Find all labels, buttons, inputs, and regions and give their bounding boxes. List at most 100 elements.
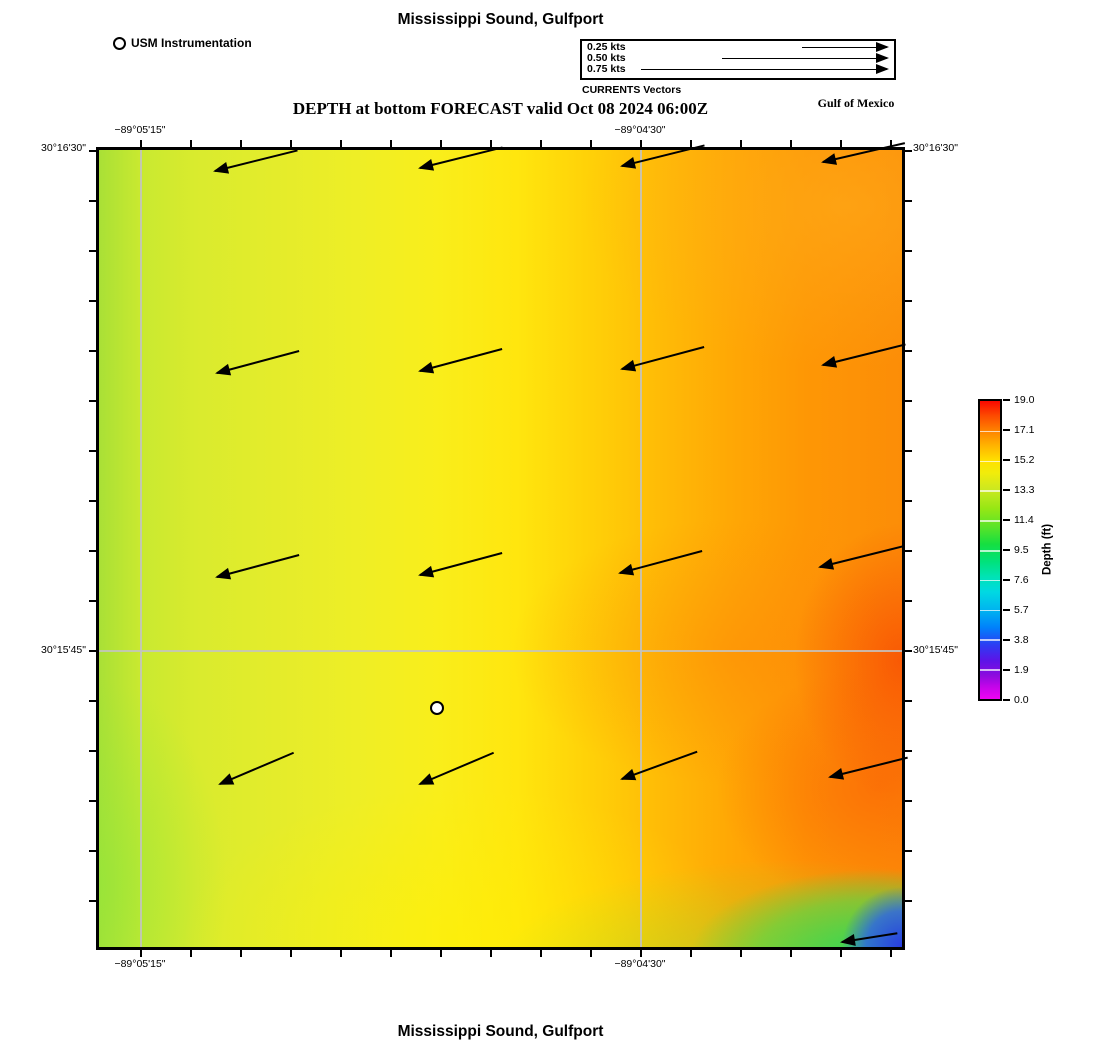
instrument-legend: USM Instrumentation bbox=[113, 36, 252, 50]
colorbar-separator bbox=[980, 579, 1000, 582]
axis-tick-right bbox=[905, 550, 912, 552]
axis-tick-bottom bbox=[190, 950, 192, 957]
colorbar-tick bbox=[1003, 399, 1010, 401]
page-title: Mississippi Sound, Gulfport bbox=[397, 11, 604, 28]
instrument-legend-label: USM Instrumentation bbox=[131, 36, 252, 50]
axis-tick-right bbox=[905, 500, 912, 502]
axis-tick-right bbox=[905, 200, 912, 202]
current-vector-arrow bbox=[618, 144, 705, 173]
currents-legend-speed-label: 0.25 kts bbox=[587, 41, 626, 53]
axis-tick-bottom bbox=[640, 950, 642, 957]
current-vector-arrow bbox=[618, 346, 705, 376]
currents-legend-caption: CURRENTS Vectors bbox=[582, 84, 682, 96]
axis-tick-left bbox=[89, 300, 96, 302]
colorbar-tick-label: 17.1 bbox=[1014, 423, 1035, 436]
y-axis-label-left: 30°16'30" bbox=[41, 142, 86, 154]
colorbar-tick bbox=[1003, 579, 1010, 581]
y-axis-label-left: 30°15'45" bbox=[41, 644, 86, 656]
axis-tick-left bbox=[89, 450, 96, 452]
arrowhead-icon bbox=[415, 773, 435, 791]
colorbar-axis-label: Depth (ft) bbox=[1041, 523, 1054, 576]
arrowhead-icon bbox=[213, 567, 232, 584]
colorbar-tick bbox=[1003, 489, 1010, 491]
axis-tick-top bbox=[590, 140, 592, 147]
axis-tick-bottom bbox=[440, 950, 442, 957]
axis-tick-bottom bbox=[590, 950, 592, 957]
axis-tick-top bbox=[640, 140, 642, 147]
y-axis-label-right: 30°15'45" bbox=[913, 644, 958, 656]
axis-tick-top bbox=[190, 140, 192, 147]
current-vector-arrow bbox=[211, 149, 298, 178]
colorbar-tick-label: 9.5 bbox=[1014, 543, 1029, 556]
colorbar-tick bbox=[1003, 549, 1010, 551]
arrowhead-icon bbox=[826, 768, 845, 784]
axis-tick-left bbox=[89, 200, 96, 202]
y-axis-label-right: 30°16'30" bbox=[913, 142, 958, 154]
axis-tick-left bbox=[89, 150, 96, 152]
axis-tick-top bbox=[690, 140, 692, 147]
axis-tick-top bbox=[840, 140, 842, 147]
axis-tick-right bbox=[905, 600, 912, 602]
currents-legend-speed-label: 0.75 kts bbox=[587, 63, 626, 75]
axis-tick-bottom bbox=[290, 950, 292, 957]
arrowhead-icon bbox=[876, 42, 889, 53]
current-vector-arrow bbox=[416, 146, 503, 175]
axis-tick-top bbox=[440, 140, 442, 147]
colorbar-separator bbox=[980, 460, 1000, 463]
current-vector-arrow bbox=[816, 545, 903, 574]
arrowhead-icon bbox=[213, 363, 232, 380]
colorbar-tick-label: 5.7 bbox=[1014, 603, 1029, 616]
arrowhead-icon bbox=[618, 768, 637, 786]
axis-tick-bottom bbox=[390, 950, 392, 957]
colorbar-tick-label: 1.9 bbox=[1014, 663, 1029, 676]
colorbar-tick bbox=[1003, 429, 1010, 431]
axis-tick-left bbox=[89, 650, 96, 652]
axis-tick-right bbox=[905, 900, 912, 902]
footer-title: Mississippi Sound, Gulfport bbox=[397, 1023, 604, 1040]
axis-tick-right bbox=[905, 250, 912, 252]
axis-tick-top bbox=[340, 140, 342, 147]
arrowhead-icon bbox=[819, 356, 838, 372]
colorbar-separator bbox=[980, 430, 1000, 433]
colorbar-tick-label: 0.0 bbox=[1014, 693, 1029, 706]
arrowhead-icon bbox=[839, 934, 856, 949]
axis-tick-top bbox=[490, 140, 492, 147]
arrowhead-icon bbox=[819, 153, 838, 169]
arrowhead-icon bbox=[416, 159, 435, 175]
colorbar-tick-label: 19.0 bbox=[1014, 393, 1035, 406]
axis-tick-top bbox=[790, 140, 792, 147]
colorbar-tick-label: 7.6 bbox=[1014, 573, 1029, 586]
usm-station-marker bbox=[430, 701, 444, 715]
axis-tick-left bbox=[89, 800, 96, 802]
graticule-line-vertical bbox=[140, 150, 142, 947]
axis-tick-bottom bbox=[740, 950, 742, 957]
axis-tick-right bbox=[905, 650, 912, 652]
axis-tick-top bbox=[290, 140, 292, 147]
axis-tick-left bbox=[89, 250, 96, 252]
currents-legend-arrow bbox=[802, 42, 889, 53]
current-vector-arrow bbox=[618, 750, 698, 786]
colorbar-separator bbox=[980, 550, 1000, 552]
colorbar-tick-label: 15.2 bbox=[1014, 453, 1035, 466]
current-vector-arrow bbox=[826, 756, 908, 784]
axis-tick-left bbox=[89, 900, 96, 902]
arrowhead-icon bbox=[618, 157, 637, 173]
current-vector-arrow bbox=[215, 751, 295, 791]
axis-tick-right bbox=[905, 700, 912, 702]
colorbar-tick bbox=[1003, 519, 1010, 521]
axis-tick-right bbox=[905, 350, 912, 352]
arrowhead-icon bbox=[616, 563, 635, 580]
axis-tick-right bbox=[905, 300, 912, 302]
current-vector-arrow bbox=[819, 343, 906, 372]
current-vector-arrow bbox=[416, 348, 503, 378]
colorbar bbox=[978, 399, 1002, 701]
currents-legend-arrow bbox=[641, 64, 889, 75]
arrowhead-icon bbox=[876, 53, 889, 64]
axis-tick-bottom bbox=[890, 950, 892, 957]
axis-tick-top bbox=[740, 140, 742, 147]
axis-tick-left bbox=[89, 550, 96, 552]
axis-tick-bottom bbox=[340, 950, 342, 957]
axis-tick-right bbox=[905, 150, 912, 152]
colorbar-tick bbox=[1003, 699, 1010, 701]
currents-legend-arrow bbox=[722, 53, 889, 64]
